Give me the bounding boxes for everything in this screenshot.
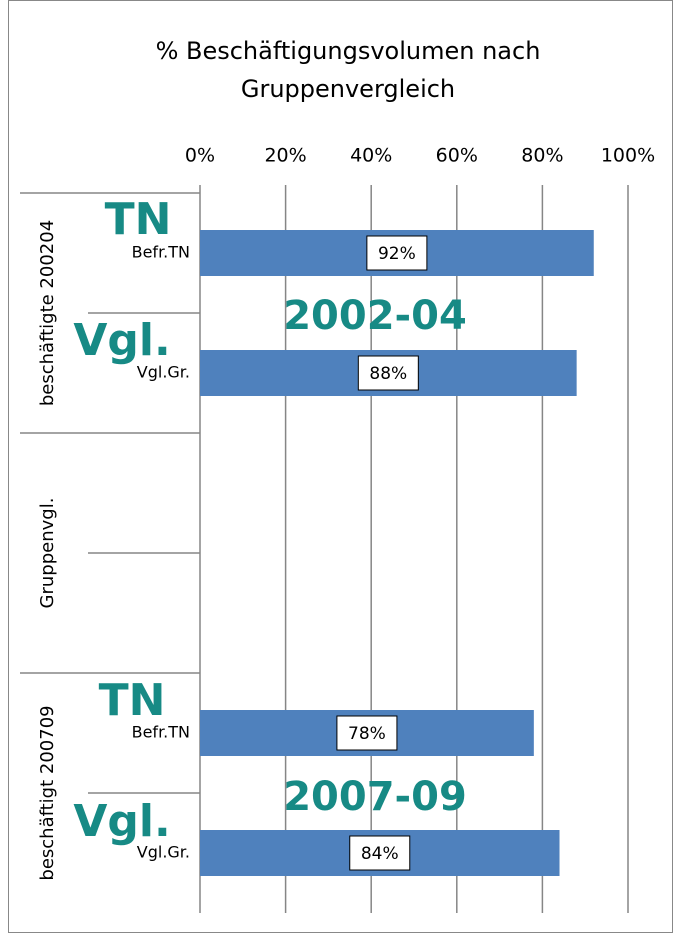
data-label: 78% — [348, 724, 386, 744]
y-tick-label: Vgl.Gr. — [137, 843, 190, 862]
y-tick-label: Befr.TN — [132, 723, 190, 742]
y-tick-label: Vgl.Gr. — [137, 363, 190, 382]
x-tick-label: 0% — [185, 145, 215, 167]
data-label-box — [336, 715, 398, 751]
data-label-box — [357, 355, 419, 391]
y-tick-label: Befr.TN — [132, 243, 190, 262]
annotation: TN — [105, 194, 172, 245]
annotation: Vgl. — [73, 315, 170, 366]
annotation: 2002-04 — [283, 293, 467, 339]
chart-title: % Beschäftigungsvolumen nach Gruppenverg… — [155, 37, 541, 103]
data-label: 92% — [378, 244, 416, 264]
x-tick-label: 100% — [601, 145, 655, 167]
annotation: Vgl. — [73, 796, 170, 847]
data-label: 84% — [361, 844, 399, 864]
x-tick-label: 20% — [264, 145, 306, 167]
chart-border — [8, 0, 673, 933]
group-label: beschäftigt 200709 — [37, 705, 58, 880]
annotation: 2007-09 — [283, 774, 467, 820]
x-tick-label: 60% — [436, 145, 478, 167]
group-label: beschäftigte 200204 — [37, 220, 58, 406]
group-label: Gruppenvgl. — [37, 498, 58, 609]
x-tick-label: 40% — [350, 145, 392, 167]
annotation: TN — [99, 675, 166, 726]
data-label: 88% — [369, 364, 407, 384]
data-label-box — [349, 835, 411, 871]
data-label-box — [366, 235, 428, 271]
x-tick-label: 80% — [521, 145, 563, 167]
